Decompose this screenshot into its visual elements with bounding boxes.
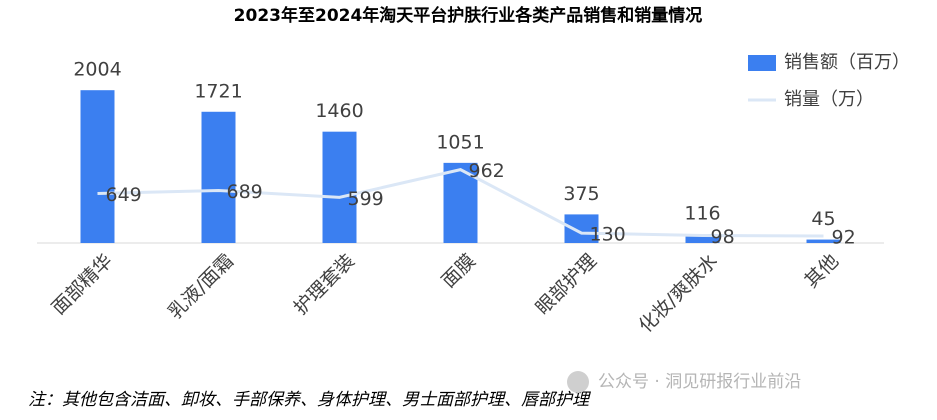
bar-value-label: 1460 [315,100,363,122]
x-tick-label: 乳液/面霜 [164,250,238,324]
bar [201,111,236,244]
bar-value-label: 1051 [436,131,484,153]
x-tick-label: 面部精华 [48,250,117,319]
line-value-label: 599 [348,188,384,210]
bar-value-label: 116 [684,203,720,225]
legend-swatch [748,55,776,71]
line-value-label: 689 [227,181,263,203]
bar-value-label: 1721 [194,80,242,102]
bar [80,90,115,243]
bar-value-label: 2004 [73,59,121,81]
x-tick-label: 化妆/爽肤水 [635,250,722,337]
bar [685,234,720,243]
bar [322,131,357,243]
line-value-label: 962 [469,160,505,182]
bar [806,239,841,243]
bar-value-label: 375 [563,183,599,205]
x-tick-label: 眼部护理 [532,250,601,319]
line [97,168,824,238]
x-tick-label: 护理套装 [290,250,359,319]
note: 注：其他包含洁面、卸妆、手部保养、身体护理、男士面部护理、唇部护理 [28,390,591,410]
line-value-label: 649 [106,184,142,206]
x-tick-label: 面膜 [437,250,479,292]
chart-title: 2023年至2024年淘天平台护肤行业各类产品销售和销量情况 [234,5,703,26]
legend-label: 销售额（百万） [784,52,910,73]
x-tick-label: 其他 [800,250,842,292]
watermark-icon [567,371,589,393]
bar-value-label: 45 [811,208,835,230]
watermark: 公众号 · 洞见研报行业前沿 [598,372,801,392]
line-value-label: 98 [711,226,735,248]
legend-label: 销量（万） [784,89,874,110]
line-value-label: 92 [832,226,856,248]
line-value-label: 130 [590,224,626,246]
